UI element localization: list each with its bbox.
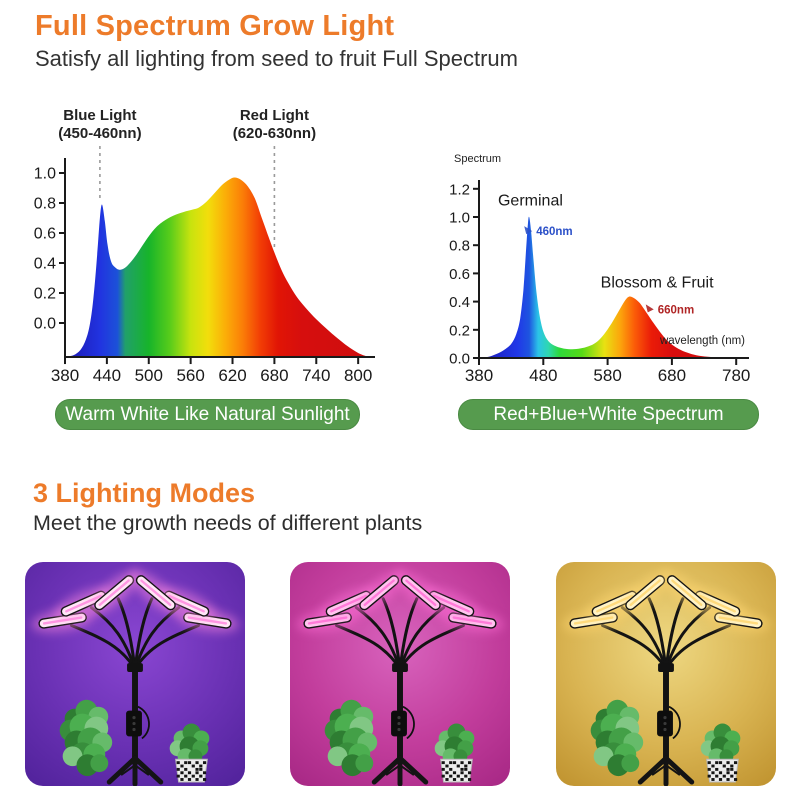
- gooseneck-arm: [664, 597, 685, 671]
- y-tick-label: 0.2: [34, 286, 56, 303]
- gooseneck-arm: [398, 597, 419, 671]
- lighting-modes-subtitle: Meet the growth needs of different plant…: [33, 511, 423, 535]
- warm-white-caption-badge: Warm White Like Natural Sunlight: [55, 399, 360, 430]
- gooseneck-arm: [381, 597, 402, 671]
- annotation-label: Blossom & Fruit: [601, 275, 714, 292]
- gooseneck-arm: [133, 597, 154, 671]
- x-tick-label: 480: [529, 366, 557, 385]
- lamp-arms-left: [31, 570, 140, 671]
- y-tick-label: 1.2: [449, 181, 470, 198]
- plant-foliage: [355, 754, 374, 773]
- grow-light-scene: [296, 570, 504, 786]
- x-tick-label: 500: [135, 366, 163, 385]
- x-tick-label: 440: [93, 366, 121, 385]
- arm-clamp: [127, 663, 143, 673]
- power-cable: [402, 705, 415, 740]
- left-plant: [590, 699, 644, 777]
- tripod-legs: [371, 755, 429, 786]
- wavelength-value-label: 660nm: [658, 304, 694, 316]
- x-tick-label: 560: [176, 366, 204, 385]
- arm-clamp: [658, 663, 674, 673]
- warm-white-spectrum-plot: 380 440 500 560 620 680 740 800 0.0 0.2 0.4 0.6 0.8 1…: [34, 107, 375, 385]
- y-tick-label: 1.0: [34, 166, 56, 183]
- left-plant: [59, 699, 113, 777]
- lamp-arms-left: [296, 570, 405, 671]
- x-tick-label: 800: [344, 366, 372, 385]
- annotation-sublabel: (620-630nn): [233, 125, 316, 142]
- annotation-sublabel: (450-460nn): [58, 125, 141, 142]
- grow-light-scene: [31, 570, 239, 786]
- lamp-arms-left: [562, 570, 671, 671]
- tripod-legs: [106, 755, 164, 786]
- x-tick-label: 680: [260, 366, 288, 385]
- right-plant: [169, 723, 210, 783]
- annotation-label: Blue Light: [63, 107, 136, 124]
- red-blue-white-spectrum-plot: 380 480 580 680 780 0.0 0.2 0.4 0.6 0.8 1.0 1.2 Germ…: [449, 153, 750, 385]
- grow-light-scene: [562, 570, 770, 786]
- right-plant: [700, 723, 741, 783]
- y-axis-title: Spectrum: [454, 153, 501, 165]
- x-tick-label: 680: [658, 366, 686, 385]
- power-cable: [137, 705, 150, 740]
- y-tick-label: 0.2: [449, 322, 470, 339]
- spectrum-area-series: [65, 177, 367, 358]
- page-subtitle: Satisfy all lighting from seed to fruit …: [35, 46, 518, 71]
- red-blue-white-spectrum-chart: 380 480 580 680 780 0.0 0.2 0.4 0.6 0.8 1.0 1.2 Germ…: [444, 148, 784, 393]
- lamp-arms-right: [130, 570, 239, 671]
- plant-foliage: [621, 754, 640, 773]
- lighting-modes-title: 3 Lighting Modes: [33, 478, 255, 508]
- x-axis-title: wavelength (nm): [659, 335, 745, 347]
- y-tick-label: 0.6: [449, 266, 470, 283]
- lighting-modes-section: 3 Lighting Modes Meet the growth needs o…: [33, 478, 422, 536]
- y-tick-label: 0.4: [449, 294, 470, 311]
- y-tick-label: 0.8: [449, 238, 470, 255]
- x-tick-label: 580: [593, 366, 621, 385]
- right-plant: [434, 723, 475, 783]
- x-tick-label: 780: [722, 366, 750, 385]
- warm-white-spectrum-chart: 380 440 500 560 620 680 740 800 0.0 0.2 0.4 0.6 0.8 1…: [30, 100, 410, 403]
- annotation-label: Red Light: [240, 107, 309, 124]
- lamp-arms-right: [661, 570, 770, 671]
- y-tick-label: 1.0: [449, 210, 470, 227]
- arm-clamp: [392, 663, 408, 673]
- annotation-label: Germinal: [498, 193, 563, 210]
- y-tick-label: 0.8: [34, 196, 56, 213]
- x-tick-label: 740: [302, 366, 330, 385]
- left-plant: [324, 699, 378, 777]
- lamp-arms-right: [395, 570, 504, 671]
- power-cable: [668, 705, 681, 740]
- page-header: Full Spectrum Grow Light Satisfy all lig…: [35, 10, 518, 72]
- spectrum-area-series: [479, 216, 737, 358]
- wavelength-value-label: 460nm: [536, 226, 572, 238]
- y-tick-label: 0.6: [34, 226, 56, 243]
- red-blue-white-caption-badge: Red+Blue+White Spectrum: [458, 399, 759, 430]
- y-tick-label: 0.4: [34, 256, 56, 273]
- y-tick-label: 0.0: [34, 316, 56, 333]
- grow-light-photo-pink-mode: [290, 562, 510, 786]
- y-tick-label: 0.0: [449, 351, 470, 368]
- page-title: Full Spectrum Grow Light: [35, 10, 395, 42]
- plant-foliage: [90, 754, 109, 773]
- tripod-legs: [637, 755, 695, 786]
- grow-light-photo-purple-mode: [25, 562, 245, 786]
- x-tick-label: 380: [51, 366, 79, 385]
- x-tick-label: 620: [218, 366, 246, 385]
- x-tick-label: 380: [465, 366, 493, 385]
- gooseneck-arm: [116, 597, 137, 671]
- grow-light-photo-warm-white-mode: [556, 562, 776, 786]
- gooseneck-arm: [647, 597, 668, 671]
